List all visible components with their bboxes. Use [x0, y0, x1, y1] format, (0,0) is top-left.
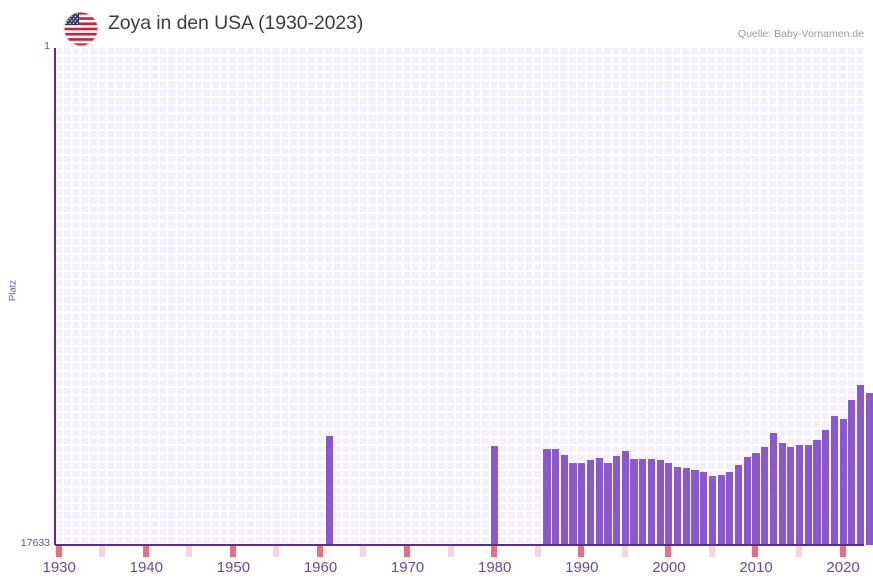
bar[interactable] [578, 463, 586, 545]
bar[interactable] [656, 460, 664, 545]
x-axis-tick-label: 2010 [739, 559, 773, 576]
x-tick-mark [360, 546, 367, 557]
chart-header: Zoya in den USA (1930-2023) Quelle: Baby… [0, 0, 873, 46]
bar[interactable] [700, 472, 708, 545]
bar[interactable] [543, 449, 551, 545]
x-tick-mark [447, 546, 454, 557]
x-axis-labels: 1930 1940 1950 1960 1970 1980 1990 2000 2010 2020 [43, 559, 864, 583]
bar[interactable] [830, 416, 838, 545]
page-title: Zoya in den USA (1930-2023) [108, 12, 364, 34]
bar[interactable] [682, 468, 690, 545]
x-tick-mark [491, 546, 498, 557]
bar[interactable] [647, 459, 656, 545]
bar-series [55, 48, 873, 545]
x-tick-mark [665, 546, 672, 557]
bar[interactable] [552, 449, 560, 545]
y-axis-line [54, 48, 56, 545]
bar[interactable] [613, 456, 621, 545]
x-tick-mark [55, 546, 62, 557]
bar[interactable] [595, 458, 603, 545]
bar[interactable] [795, 445, 804, 545]
y-axis-tick-top: 1 [44, 40, 50, 52]
bar[interactable] [813, 440, 821, 545]
bar[interactable] [621, 451, 629, 545]
bar[interactable] [630, 459, 638, 545]
y-axis-tick-bottom: 17633 [20, 537, 50, 549]
bar[interactable] [639, 459, 647, 545]
x-tick-mark [795, 546, 802, 557]
x-tick-mark [142, 546, 149, 557]
bar[interactable] [734, 465, 743, 545]
x-tick-mark [273, 546, 280, 557]
y-axis-label: Platz [7, 279, 19, 302]
bar[interactable] [839, 419, 847, 545]
x-tick-mark [186, 546, 193, 557]
x-axis-tick-label: 1950 [216, 559, 251, 576]
x-tick-mark [578, 546, 585, 557]
bar[interactable] [769, 433, 777, 545]
bar[interactable] [848, 400, 856, 545]
bar[interactable] [726, 472, 734, 545]
bar[interactable] [708, 476, 717, 545]
bar[interactable] [717, 475, 725, 545]
x-tick-mark [752, 546, 759, 557]
x-tick-mark [839, 546, 846, 557]
x-tick-mark [534, 546, 541, 557]
x-axis-tick-label: 1990 [565, 559, 599, 576]
bar[interactable] [822, 430, 830, 545]
us-flag-icon [64, 12, 98, 46]
x-axis-tick-label: 2020 [826, 559, 860, 576]
x-axis-tick-label: 1930 [42, 559, 76, 576]
bar[interactable] [604, 463, 612, 545]
chart-plot-area [55, 48, 873, 545]
x-axis-tick-label: 1940 [129, 559, 163, 576]
x-axis-tick-label: 1980 [478, 559, 512, 576]
bar[interactable] [778, 443, 786, 545]
x-tick-mark [404, 546, 410, 557]
bar[interactable] [752, 453, 760, 545]
bar[interactable] [804, 445, 812, 545]
x-axis-tick-label: 1970 [390, 559, 425, 576]
x-tick-mark [99, 546, 106, 557]
x-axis-line [55, 544, 864, 546]
bar[interactable] [665, 463, 673, 545]
bar[interactable] [491, 446, 499, 545]
bar[interactable] [691, 470, 699, 545]
x-axis-tick-label: 1960 [303, 559, 338, 576]
x-tick-mark [229, 546, 236, 557]
bar[interactable] [761, 447, 769, 545]
x-tick-mark [316, 546, 323, 557]
x-axis-tick-label: 2000 [652, 559, 686, 576]
bar[interactable] [569, 463, 577, 545]
x-tick-mark [621, 546, 628, 557]
source-note: Quelle: Baby-Vornamen.de [737, 28, 864, 40]
bar[interactable] [856, 385, 865, 545]
x-axis-tick-marks [55, 546, 864, 558]
bar[interactable] [865, 393, 873, 545]
bar[interactable] [586, 460, 595, 545]
bar[interactable] [743, 457, 751, 545]
bar[interactable] [787, 447, 795, 545]
x-tick-mark [708, 546, 715, 557]
bar[interactable] [325, 436, 333, 545]
bar[interactable] [674, 467, 682, 545]
bar[interactable] [560, 455, 568, 545]
